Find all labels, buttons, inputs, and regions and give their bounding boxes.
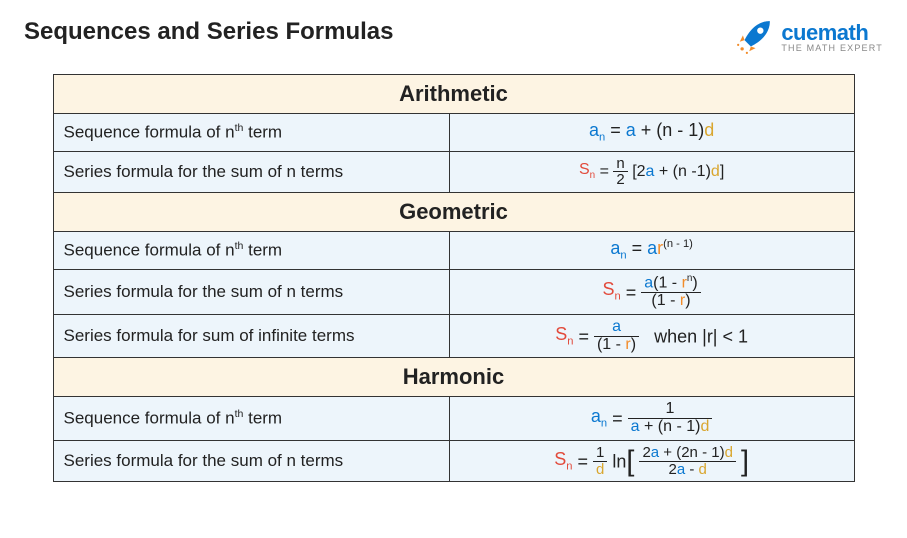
section-harmonic: Harmonic bbox=[53, 358, 854, 397]
harmonic-nth-formula: an = 1 a + (n - 1)d bbox=[449, 397, 854, 441]
geometric-inf-formula: Sn = a (1 - r) when |r| < 1 bbox=[449, 314, 854, 358]
arithmetic-sum-formula: Sn = n2 [2a + (n -1)d] bbox=[449, 151, 854, 193]
arithmetic-nth-formula: an = a + (n - 1)d bbox=[449, 114, 854, 152]
harmonic-sum-label: Series formula for the sum of n terms bbox=[53, 440, 449, 482]
geometric-sum-formula: Sn = a(1 - rn) (1 - r) bbox=[449, 269, 854, 314]
harmonic-sum-formula: Sn = 1d ln[ 2a + (2n - 1)d 2a - d ] bbox=[449, 440, 854, 482]
page-title: Sequences and Series Formulas bbox=[24, 18, 393, 46]
arithmetic-nth-label: Sequence formula of nth term bbox=[53, 114, 449, 152]
rocket-icon bbox=[735, 18, 773, 56]
table-row: Series formula for sum of infinite terms… bbox=[53, 314, 854, 358]
logo-brand: cuemath bbox=[781, 22, 883, 44]
section-arithmetic: Arithmetic bbox=[53, 75, 854, 114]
table-row: Sequence formula of nth term an = 1 a + … bbox=[53, 397, 854, 441]
table-row: Series formula for the sum of n terms Sn… bbox=[53, 269, 854, 314]
brand-logo: cuemath THE MATH EXPERT bbox=[735, 18, 883, 56]
geometric-sum-label: Series formula for the sum of n terms bbox=[53, 269, 449, 314]
table-row: Series formula for the sum of n terms Sn… bbox=[53, 151, 854, 193]
formulas-table: Arithmetic Sequence formula of nth term … bbox=[53, 74, 855, 482]
table-row: Series formula for the sum of n terms Sn… bbox=[53, 440, 854, 482]
section-geometric: Geometric bbox=[53, 193, 854, 232]
arithmetic-sum-label: Series formula for the sum of n terms bbox=[53, 151, 449, 193]
geometric-nth-label: Sequence formula of nth term bbox=[53, 232, 449, 270]
table-row: Sequence formula of nth term an = a + (n… bbox=[53, 114, 854, 152]
harmonic-nth-label: Sequence formula of nth term bbox=[53, 397, 449, 441]
table-row: Sequence formula of nth term an = ar(n -… bbox=[53, 232, 854, 270]
geometric-nth-formula: an = ar(n - 1) bbox=[449, 232, 854, 270]
logo-tagline: THE MATH EXPERT bbox=[781, 44, 883, 53]
geometric-inf-label: Series formula for sum of infinite terms bbox=[53, 314, 449, 358]
